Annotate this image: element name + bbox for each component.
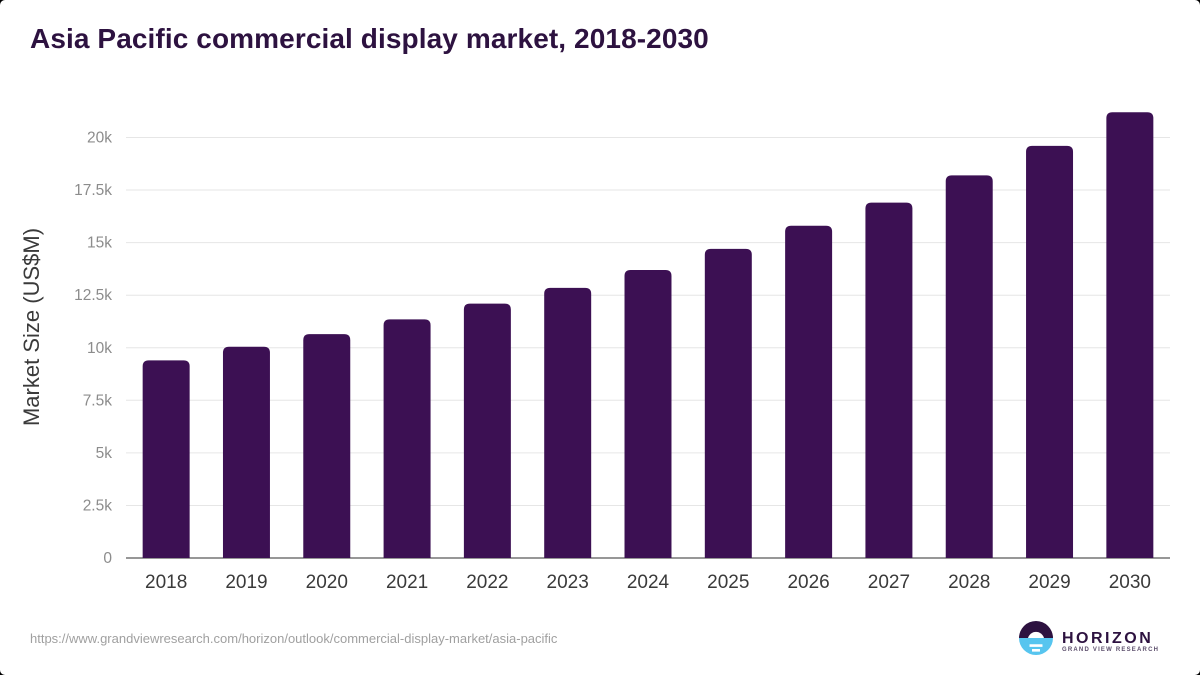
svg-text:2022: 2022 (466, 572, 508, 593)
svg-text:2030: 2030 (1109, 572, 1151, 593)
svg-text:Market Size (US$M): Market Size (US$M) (19, 228, 44, 426)
svg-text:2024: 2024 (627, 572, 670, 593)
svg-text:20k: 20k (87, 130, 112, 147)
svg-text:2029: 2029 (1028, 572, 1070, 593)
svg-text:0: 0 (103, 550, 112, 567)
svg-text:5k: 5k (96, 445, 113, 462)
svg-text:2.5k: 2.5k (83, 497, 113, 514)
svg-text:15k: 15k (87, 235, 112, 252)
svg-text:10k: 10k (87, 340, 112, 357)
svg-text:7.5k: 7.5k (83, 392, 113, 409)
svg-text:2025: 2025 (707, 572, 749, 593)
svg-text:2018: 2018 (145, 572, 187, 593)
svg-text:2026: 2026 (787, 572, 829, 593)
svg-text:GRAND VIEW RESEARCH: GRAND VIEW RESEARCH (1062, 647, 1159, 653)
svg-text:2019: 2019 (225, 572, 267, 593)
svg-text:17.5k: 17.5k (74, 182, 112, 199)
svg-text:HORIZON: HORIZON (1062, 630, 1153, 647)
svg-text:2020: 2020 (306, 572, 348, 593)
svg-text:12.5k: 12.5k (74, 287, 112, 304)
svg-text:2023: 2023 (547, 572, 589, 593)
svg-text:2027: 2027 (868, 572, 910, 593)
svg-text:2021: 2021 (386, 572, 428, 593)
svg-text:2028: 2028 (948, 572, 990, 593)
